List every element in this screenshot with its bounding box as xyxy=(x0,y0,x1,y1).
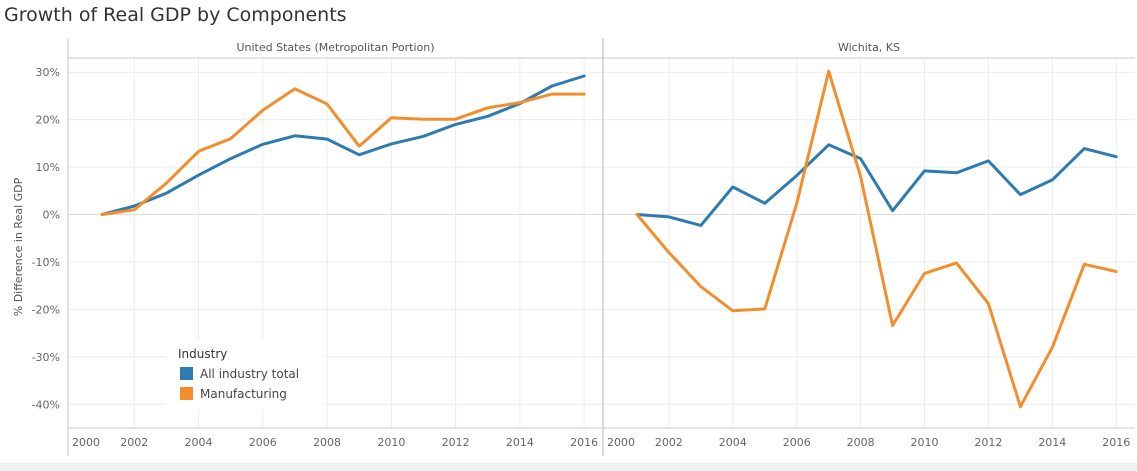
y-tick-label: 30% xyxy=(36,66,60,79)
y-tick-label: 20% xyxy=(36,114,60,127)
x-tick-label: 2004 xyxy=(185,436,213,449)
panel-frames xyxy=(67,38,1135,456)
bottom-strip xyxy=(0,463,1137,471)
y-tick-label: -10% xyxy=(32,256,60,269)
y-tick-label: -20% xyxy=(32,303,60,316)
legend-label-manufacturing[interactable]: Manufacturing xyxy=(200,387,287,401)
panel-headers: United States (Metropolitan Portion) Wich… xyxy=(236,41,900,54)
y-tick-label: -30% xyxy=(32,351,60,364)
y-tick-label: 0% xyxy=(43,209,60,222)
series-line-manufacturing-panel-2[interactable] xyxy=(635,69,1118,409)
x-tick-label: 2004 xyxy=(719,436,747,449)
y-tick-label: 10% xyxy=(36,161,60,174)
x-tick-label: 2012 xyxy=(442,436,470,449)
x-tick-label: 2000 xyxy=(72,436,100,449)
x-tick-label: 2012 xyxy=(974,436,1002,449)
panel-header: United States (Metropolitan Portion) xyxy=(236,41,434,54)
x-tick-label: 2000 xyxy=(607,436,635,449)
x-tick-label: 2010 xyxy=(911,436,939,449)
legend-swatch-manufacturing[interactable] xyxy=(180,387,193,400)
panel-header: Wichita, KS xyxy=(838,41,900,54)
legend-swatch-all-industry[interactable] xyxy=(180,367,193,380)
x-tick-label: 2006 xyxy=(249,436,277,449)
series-line-all-industry-panel-1[interactable] xyxy=(100,74,586,216)
x-tick-label: 2016 xyxy=(1102,436,1130,449)
y-axis-ticks: 30% 20% 10% 0% -10% -20% -30% -40% xyxy=(32,66,60,411)
x-tick-label: 2008 xyxy=(313,436,341,449)
series-line-all-industry-panel-2[interactable] xyxy=(635,143,1118,227)
legend-label-all-industry[interactable]: All industry total xyxy=(200,367,299,381)
legend[interactable]: Industry All industry total Manufacturin… xyxy=(166,340,322,410)
x-tick-label: 2010 xyxy=(377,436,405,449)
x-tick-label: 2008 xyxy=(847,436,875,449)
series-lines xyxy=(100,69,1118,409)
y-tick-label: -40% xyxy=(32,398,60,411)
chart-title: Growth of Real GDP by Components xyxy=(4,4,347,26)
x-tick-label: 2002 xyxy=(655,436,683,449)
legend-title: Industry xyxy=(178,347,227,361)
x-tick-label: 2014 xyxy=(506,436,534,449)
series-line-manufacturing-panel-1[interactable] xyxy=(100,87,586,216)
x-tick-label: 2002 xyxy=(120,436,148,449)
x-axis-ticks: 2000 2002 2004 2006 2008 2010 2012 2014 2016 2000… xyxy=(72,436,1130,449)
x-tick-label: 2016 xyxy=(570,436,598,449)
x-tick-label: 2006 xyxy=(783,436,811,449)
y-axis-title: % Difference in Real GDP xyxy=(12,177,25,316)
x-tick-label: 2014 xyxy=(1038,436,1066,449)
